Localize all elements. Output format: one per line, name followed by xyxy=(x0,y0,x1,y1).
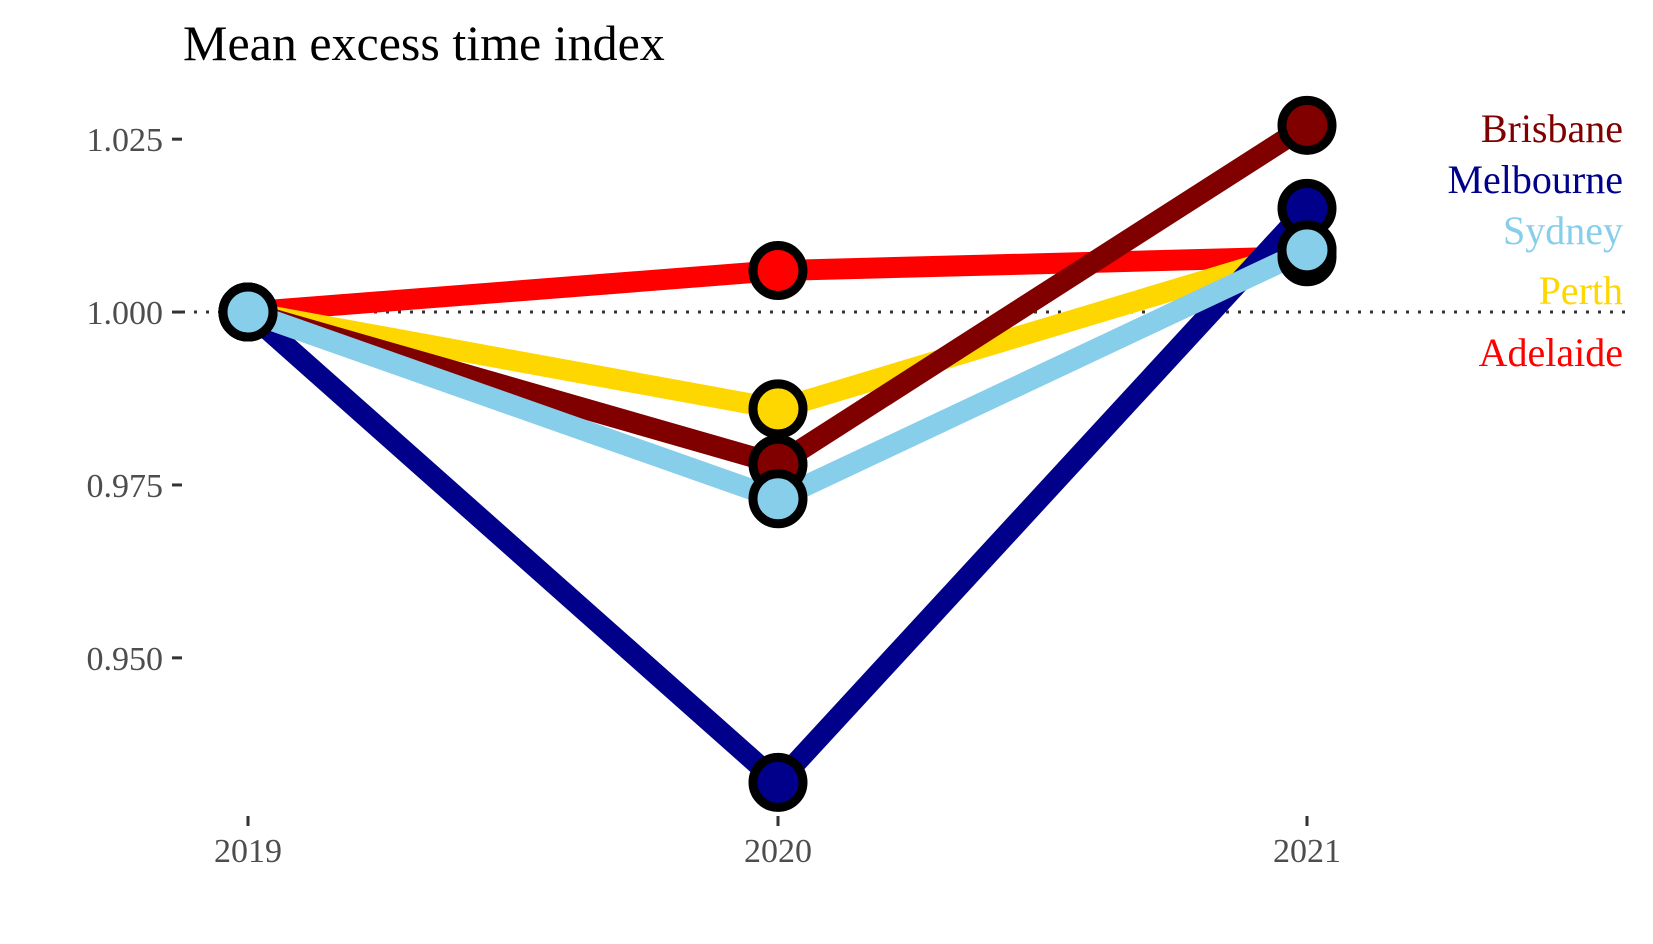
y-tick-label: 0.975 xyxy=(87,468,164,505)
series-label-brisbane: Brisbane xyxy=(1481,106,1623,151)
x-tick-label: 2019 xyxy=(214,833,282,870)
x-tick-label: 2021 xyxy=(1273,833,1341,870)
series-label-perth: Perth xyxy=(1539,268,1623,313)
y-tick-label: 0.950 xyxy=(87,641,164,678)
y-axis: 0.950 0.975 1.000 1.025 xyxy=(87,122,182,678)
data-point-perth-2020 xyxy=(748,379,808,439)
y-tick-label: 1.025 xyxy=(87,122,164,159)
series-label-melbourne: Melbourne xyxy=(1447,157,1623,202)
data-point-sydney-2020 xyxy=(748,469,808,529)
data-point-sydney-2021 xyxy=(1277,220,1337,280)
chart-title: Mean excess time index xyxy=(183,15,665,71)
series-label-sydney: Sydney xyxy=(1503,208,1623,253)
data-point-sydney-2019 xyxy=(218,282,278,342)
y-tick-label: 1.000 xyxy=(87,295,164,332)
series-points xyxy=(218,95,1337,812)
x-tick-label: 2020 xyxy=(744,833,812,870)
series-label-adelaide: Adelaide xyxy=(1479,330,1623,375)
series-labels: Brisbane Melbourne Sydney Perth Adelaide xyxy=(1447,106,1623,375)
x-axis: 2019 2020 2021 xyxy=(214,816,1341,870)
data-point-adelaide-2020 xyxy=(748,241,808,301)
data-point-melbourne-2020 xyxy=(748,752,808,812)
data-point-brisbane-2021 xyxy=(1277,95,1337,155)
